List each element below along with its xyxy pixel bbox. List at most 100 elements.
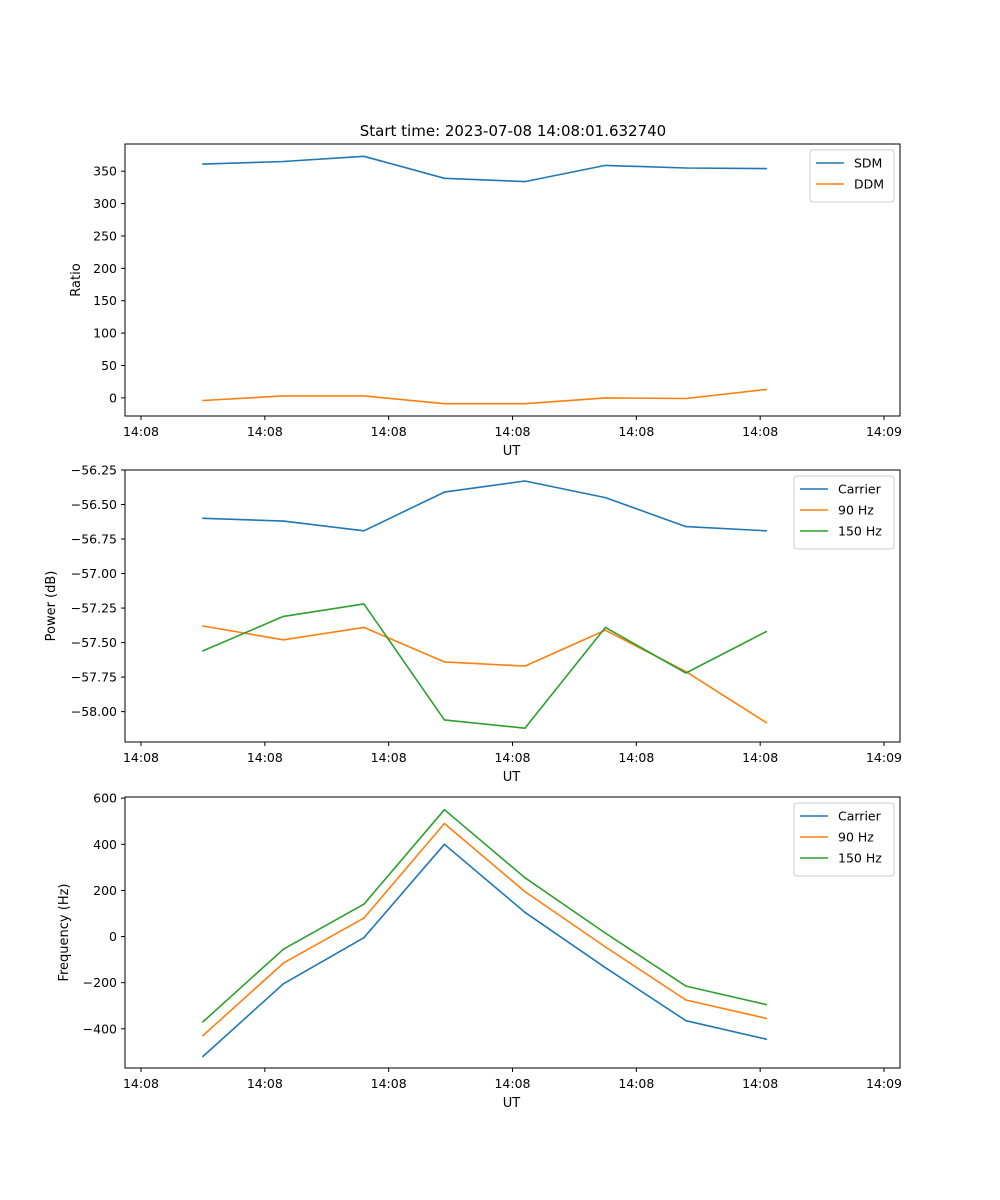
data-point: [202, 517, 204, 520]
legend-label: Carrier: [838, 482, 882, 497]
data-point: [604, 966, 607, 969]
data-point: [524, 665, 526, 667]
x-tick-label: 14:08: [742, 424, 778, 439]
x-tick-label: 14:08: [494, 424, 530, 439]
y-tick-label: −56.25: [71, 463, 117, 478]
data-point: [363, 395, 365, 397]
data-point: [524, 480, 526, 482]
data-point: [524, 402, 526, 405]
y-tick-label: 400: [93, 837, 117, 852]
x-tick-label: 14:08: [123, 424, 159, 439]
legend-label: 150 Hz: [838, 851, 882, 866]
data-point: [765, 1038, 768, 1040]
x-tick-label: 14:08: [618, 750, 654, 765]
y-tick-label: −57.00: [71, 566, 117, 581]
y-tick-label: 100: [93, 326, 117, 341]
data-point: [363, 903, 365, 906]
series-line-sdm: [202, 155, 767, 183]
series-line-150-hz: [202, 603, 767, 730]
data-point: [604, 932, 607, 934]
data-point: [282, 962, 285, 964]
y-tick-label: 350: [93, 164, 117, 179]
data-point: [604, 496, 607, 499]
data-point: [524, 911, 526, 914]
x-tick-label: 14:08: [742, 1076, 778, 1091]
y-tick-label: 150: [93, 293, 117, 308]
data-point: [443, 822, 446, 825]
x-tick-label: 14:08: [123, 1076, 159, 1091]
y-axis-label: Ratio: [69, 263, 84, 296]
x-tick-label: 14:09: [866, 750, 902, 765]
y-tick-label: −200: [83, 975, 117, 990]
y-tick-label: 0: [109, 929, 117, 944]
plot-frame: [124, 796, 901, 1069]
x-tick-label: 14:08: [371, 424, 407, 439]
data-point: [363, 936, 365, 939]
x-tick-label: 14:08: [247, 424, 283, 439]
y-axis-label: Frequency (Hz): [57, 883, 72, 981]
y-axis-label: Power (dB): [44, 571, 59, 642]
data-point: [443, 808, 446, 811]
x-axis-label: UT: [503, 444, 521, 459]
y-tick-label: 250: [93, 228, 117, 243]
legend-label: 150 Hz: [838, 524, 882, 539]
data-point: [363, 603, 365, 605]
y-tick-label: 0: [109, 390, 117, 405]
y-tick-label: −56.75: [71, 532, 117, 547]
data-point: [524, 876, 526, 879]
series-line-90-hz: [202, 625, 767, 724]
data-point: [685, 672, 687, 674]
data-point: [524, 180, 526, 183]
data-point: [604, 626, 607, 629]
data-point: [685, 1019, 687, 1022]
y-tick-label: 50: [101, 358, 117, 373]
x-tick-label: 14:09: [866, 1076, 902, 1091]
data-point: [282, 520, 285, 522]
data-point: [202, 650, 204, 652]
data-point: [202, 1055, 204, 1058]
data-point: [685, 397, 687, 400]
data-point: [202, 163, 204, 165]
data-point: [443, 491, 446, 493]
series-line-ddm: [202, 388, 767, 405]
series-line-150-hz: [202, 808, 767, 1023]
data-point: [282, 615, 285, 618]
legend: Carrier 90 Hz 150 Hz: [793, 802, 895, 877]
legend-label: Carrier: [838, 809, 882, 824]
data-point: [604, 164, 607, 167]
y-tick-label: −57.50: [71, 635, 117, 650]
x-tick-label: 14:08: [371, 750, 407, 765]
y-tick-label: 200: [93, 261, 117, 276]
data-point: [443, 719, 446, 721]
data-point: [765, 630, 768, 633]
x-axis-label: UT: [503, 1096, 521, 1111]
data-point: [604, 946, 607, 948]
data-point: [363, 155, 365, 158]
panel-3: 14:08 14:08 14:08 14:08 14:08 14:08 14:09 −400 −…: [57, 791, 902, 1111]
data-point: [685, 999, 687, 1001]
y-tick-label: 600: [93, 791, 117, 806]
x-tick-label: 14:08: [371, 1076, 407, 1091]
legend-label: SDM: [854, 156, 882, 171]
x-tick-label: 14:08: [247, 1076, 283, 1091]
panel-1: 14:08 14:08 14:08 14:08 14:08 14:08 14:09 0 50 10…: [69, 143, 902, 459]
data-point: [282, 160, 285, 163]
data-point: [524, 890, 526, 893]
data-point: [443, 402, 446, 405]
data-point: [765, 529, 768, 532]
data-point: [282, 395, 285, 397]
data-point: [282, 983, 285, 985]
x-tick-label: 14:08: [494, 1076, 530, 1091]
legend-label: DDM: [854, 177, 884, 192]
data-point: [765, 388, 768, 391]
x-tick-label: 14:08: [618, 424, 654, 439]
data-point: [202, 399, 204, 402]
data-point: [765, 1003, 768, 1006]
data-point: [363, 917, 365, 919]
x-tick-label: 14:08: [123, 750, 159, 765]
plot-frame: [124, 143, 901, 417]
data-point: [443, 843, 446, 846]
x-tick-label: 14:08: [618, 1076, 654, 1091]
x-tick-label: 14:08: [494, 750, 530, 765]
